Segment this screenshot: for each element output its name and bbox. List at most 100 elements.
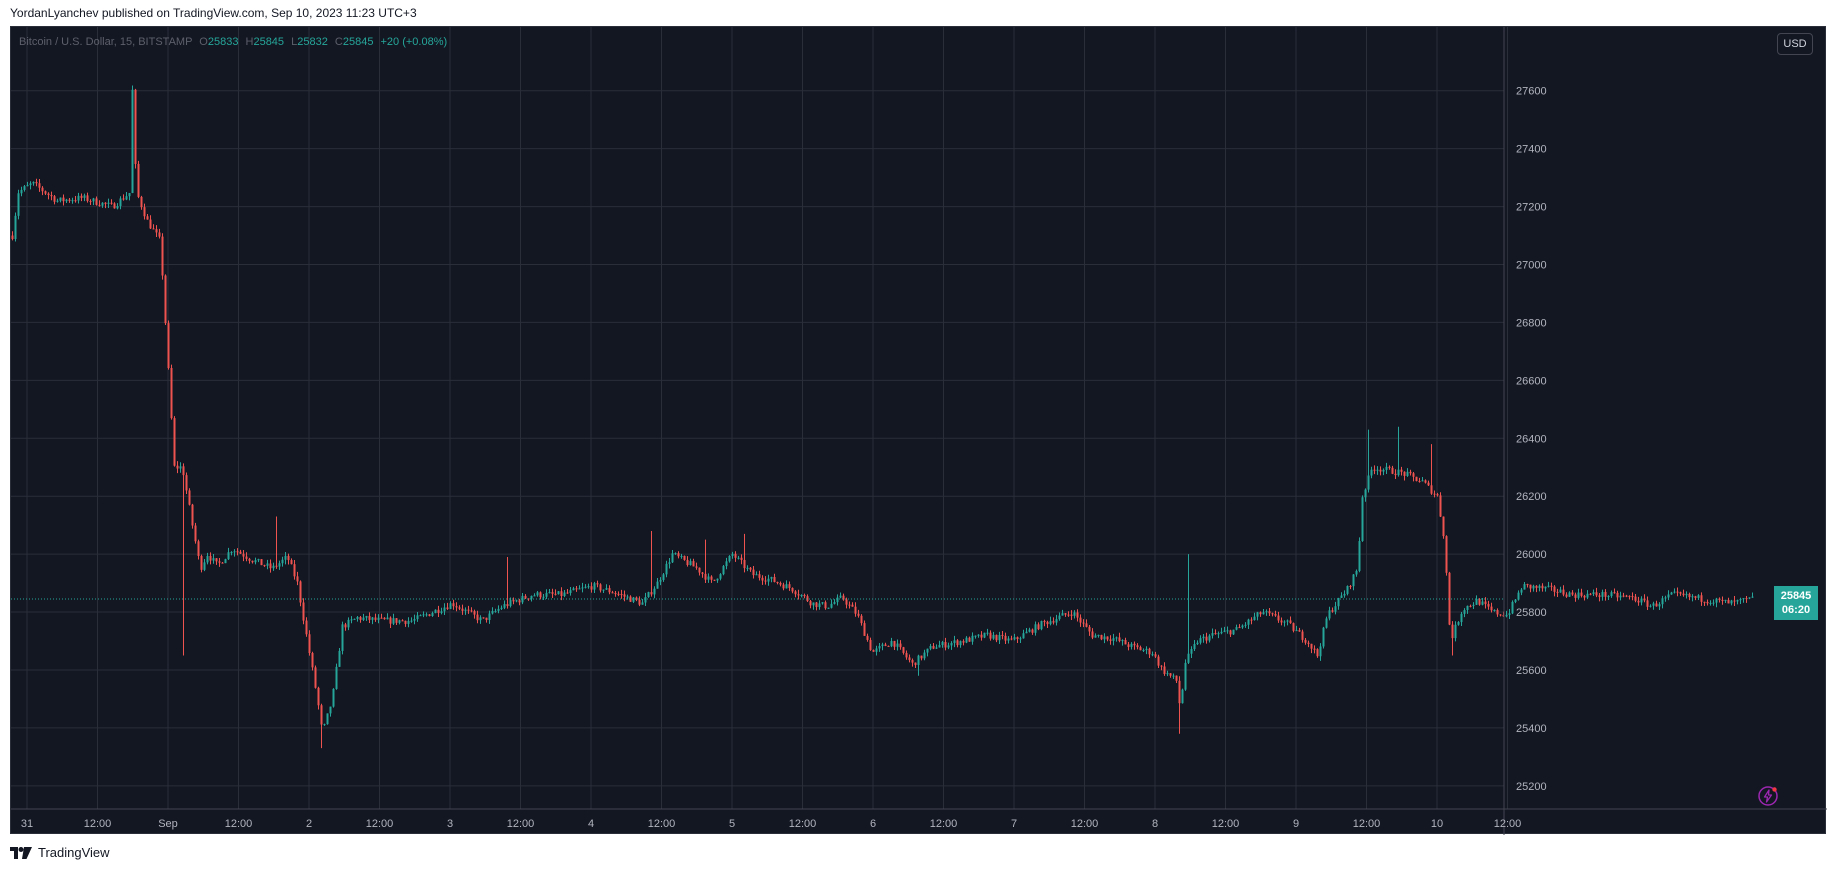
- candle-body: [1211, 633, 1214, 636]
- candle-body: [98, 204, 101, 206]
- candle-body: [638, 599, 641, 605]
- candle-body: [1706, 602, 1709, 604]
- candle-body: [746, 567, 749, 569]
- candle-body: [650, 592, 653, 595]
- y-tick-label: 25800: [1516, 607, 1547, 619]
- candle-body: [1364, 489, 1367, 498]
- candle-body: [50, 195, 53, 197]
- candle-body: [428, 614, 431, 616]
- candle-body: [1427, 482, 1430, 486]
- candle-body: [32, 181, 35, 184]
- candle-body: [923, 652, 926, 659]
- candle-body: [917, 655, 920, 665]
- candle-body: [377, 617, 380, 620]
- candle-body: [338, 650, 341, 667]
- candle-body: [1268, 611, 1271, 614]
- candle-body: [1679, 592, 1682, 594]
- candle-body: [1217, 633, 1220, 635]
- candle-body: [269, 563, 272, 569]
- candle-body: [1244, 624, 1247, 626]
- candle-body: [932, 645, 935, 649]
- candle-body: [1079, 617, 1082, 623]
- candle-body: [38, 183, 41, 188]
- lightning-icon[interactable]: [1757, 785, 1779, 807]
- candle-body: [959, 641, 962, 646]
- candle-body: [764, 580, 767, 582]
- candle-body: [1628, 595, 1631, 597]
- chart-panel[interactable]: 25200 25400 25600 25800 26000 26200 26400 26600…: [10, 26, 1827, 835]
- legend-change: +20 (+0.08%): [380, 36, 448, 48]
- chart-legend: Bitcoin / U.S. Dollar, 15, BITSTAMP O258…: [19, 36, 447, 48]
- candle-body: [1202, 636, 1205, 639]
- candle-body: [695, 566, 698, 568]
- candle-body: [1379, 469, 1382, 472]
- tradingview-logo-icon[interactable]: [10, 846, 32, 859]
- candle-body: [509, 600, 512, 607]
- candle-body: [1490, 606, 1493, 611]
- candle-body: [1349, 586, 1352, 588]
- candle-body: [1214, 633, 1217, 635]
- candle-body: [1517, 592, 1520, 600]
- candle-body: [1613, 592, 1616, 594]
- candle-body: [800, 594, 803, 596]
- candle-body: [1274, 614, 1277, 616]
- candle-body: [770, 577, 773, 579]
- candle-body: [1400, 469, 1403, 472]
- candle-body: [266, 563, 269, 566]
- candle-body: [1595, 592, 1598, 596]
- candle-body: [194, 525, 197, 542]
- candle-body: [1046, 621, 1049, 625]
- x-tick-label: 12:00: [84, 818, 112, 830]
- candle-body: [1709, 602, 1712, 604]
- footer: TradingView: [10, 845, 110, 860]
- candle-body: [1634, 596, 1637, 601]
- candle-body: [1616, 592, 1619, 598]
- candle-body: [350, 619, 353, 621]
- candle-body: [314, 667, 317, 688]
- x-tick-label: 12:00: [930, 818, 958, 830]
- candle-body: [1373, 469, 1376, 471]
- candle-body: [365, 616, 368, 618]
- candle-body: [200, 555, 203, 570]
- candle-body: [1559, 589, 1562, 593]
- candle-body: [878, 646, 881, 649]
- candle-body: [1262, 612, 1265, 615]
- candle-body: [1022, 633, 1025, 639]
- candlestick-chart[interactable]: 25200 25400 25600 25800 26000 26200 26400 26600…: [11, 27, 1827, 835]
- candle-body: [593, 583, 596, 590]
- candle-body: [173, 418, 176, 466]
- candle-body: [1325, 618, 1328, 628]
- candle-body: [905, 652, 908, 658]
- candle-body: [1487, 604, 1490, 607]
- candle-body: [1442, 516, 1445, 537]
- candle-body: [884, 644, 887, 646]
- y-tick-label: 27600: [1516, 86, 1547, 98]
- candle-body: [320, 705, 323, 725]
- candle-body: [29, 183, 32, 186]
- x-tick-label: 12:00: [225, 818, 253, 830]
- candle-body: [692, 561, 695, 567]
- candle-body: [1625, 595, 1628, 597]
- currency-button[interactable]: USD: [1777, 33, 1813, 55]
- candle-body: [1328, 610, 1331, 619]
- candle-body: [1256, 612, 1259, 617]
- candle-body: [896, 643, 899, 647]
- candle-body: [209, 555, 212, 561]
- footer-brand[interactable]: TradingView: [38, 845, 110, 860]
- candle-body: [248, 558, 251, 561]
- candle-body: [1055, 619, 1058, 623]
- candle-body: [743, 559, 746, 569]
- candle-body: [1229, 630, 1232, 635]
- candle-body: [1652, 603, 1655, 606]
- candle-body: [1361, 497, 1364, 542]
- candle-body: [1280, 620, 1283, 623]
- candle-body: [1661, 598, 1664, 605]
- last-price-value: 25845: [1780, 590, 1812, 602]
- candle-body: [1346, 586, 1349, 594]
- candle-body: [563, 592, 566, 597]
- candle-body: [1445, 536, 1448, 573]
- candle-body: [1064, 613, 1067, 615]
- y-tick-label: 26200: [1516, 491, 1547, 503]
- candle-body: [1496, 609, 1499, 615]
- legend-close-label: C: [334, 36, 343, 48]
